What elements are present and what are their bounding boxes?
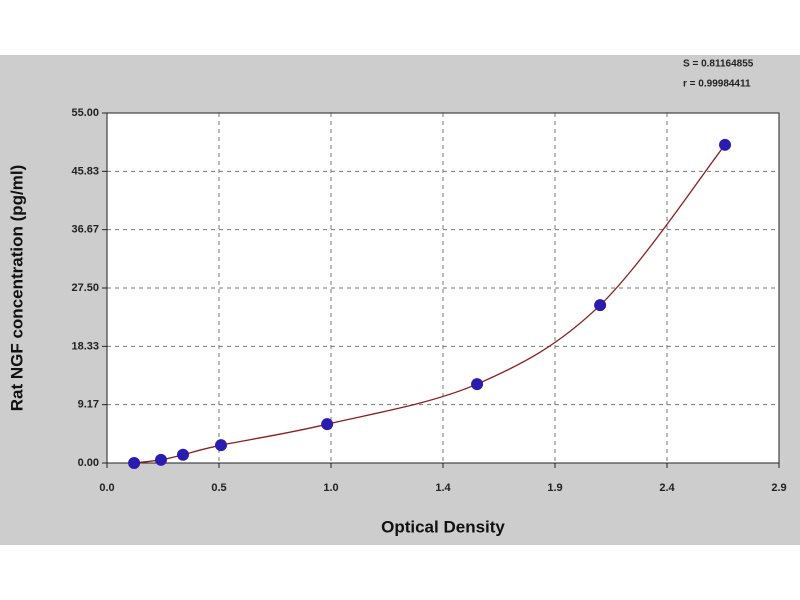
data-point xyxy=(215,439,228,452)
annotation: S = 0.81164855 xyxy=(683,59,754,70)
y-tick-label: 9.17 xyxy=(78,399,99,411)
y-tick-label: 27.50 xyxy=(71,282,99,294)
x-tick-label: 2.4 xyxy=(659,482,675,494)
x-tick-label: 1.9 xyxy=(547,482,562,494)
x-tick-label: 1.4 xyxy=(435,482,451,494)
x-tick-label: 2.9 xyxy=(771,482,786,494)
fit-curve xyxy=(134,144,726,464)
x-tick-label: 0.0 xyxy=(99,482,114,494)
y-tick-label: 55.00 xyxy=(71,107,99,119)
x-axis-title: Optical Density xyxy=(381,517,505,536)
data-point xyxy=(177,448,190,461)
axes-frame xyxy=(106,112,780,464)
y-tick-label: 45.83 xyxy=(71,165,99,177)
y-tick-label: 18.33 xyxy=(71,340,99,352)
data-point xyxy=(321,418,334,431)
data-point xyxy=(594,299,607,312)
y-tick-label: 0.00 xyxy=(78,457,99,469)
y-axis-title: Rat NGF concentration (pg/ml) xyxy=(7,165,26,412)
y-tick-label: 36.67 xyxy=(71,224,99,236)
plot-layer: 0.00 9.17 18.33 27.50 36.67 45.83 55.00 0.0 0.5 1… xyxy=(71,107,786,494)
data-point xyxy=(154,453,167,466)
x-tick-label: 1.0 xyxy=(323,482,338,494)
x-tick-label: 0.5 xyxy=(211,482,226,494)
data-point xyxy=(128,457,141,469)
data-point xyxy=(471,378,484,391)
data-point xyxy=(719,138,732,151)
annotation: r = 0.99984411 xyxy=(683,79,751,90)
